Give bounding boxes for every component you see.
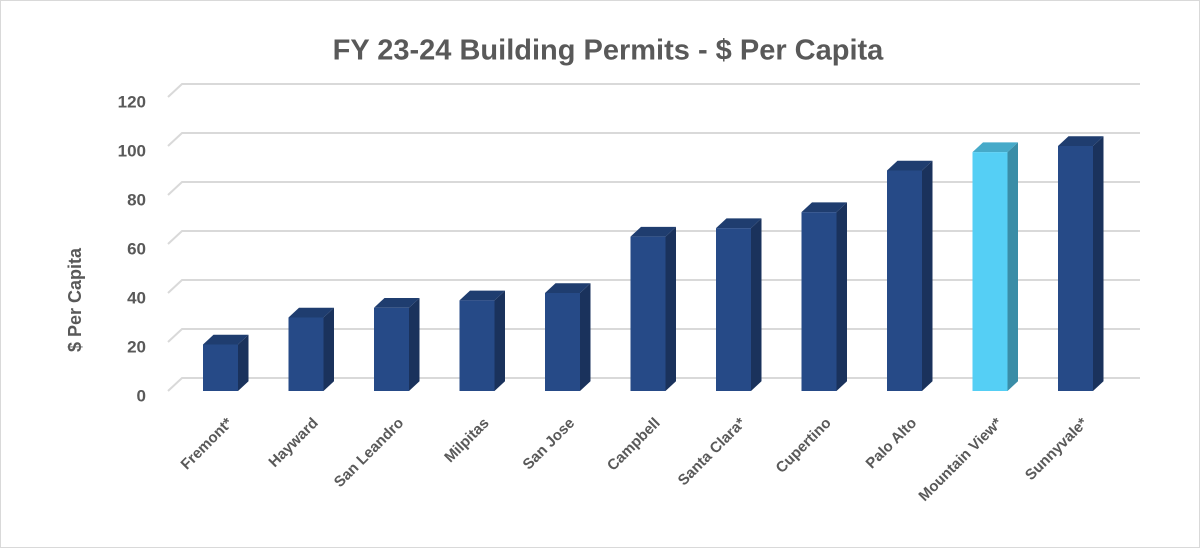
bar-front [374, 307, 409, 391]
bar-front [630, 236, 666, 391]
bar-top [972, 142, 1018, 153]
y-tick-label: 100 [118, 141, 146, 160]
y-tick-label: 0 [137, 386, 146, 405]
bar [801, 202, 847, 391]
bar [716, 218, 762, 391]
grid-line [167, 181, 1140, 196]
y-tick-label: 20 [127, 337, 146, 356]
bar-side [751, 218, 762, 391]
grid-line [167, 132, 1140, 147]
bar-side [323, 307, 334, 391]
bar [1058, 136, 1104, 391]
bar-top [801, 202, 847, 213]
y-tick-label: 40 [127, 288, 146, 307]
bar-front [545, 293, 580, 391]
bar-side [494, 290, 505, 391]
bar [887, 160, 933, 391]
bar-top [1058, 136, 1104, 146]
y-tick-label: 80 [127, 190, 146, 209]
bar-top [630, 226, 676, 237]
bar [203, 334, 249, 391]
grid-line [167, 83, 1140, 98]
bar [630, 226, 676, 391]
bar-front [887, 170, 922, 391]
bar [288, 307, 334, 391]
bar-front [972, 152, 1008, 391]
bar-side [580, 283, 591, 391]
bar-top [459, 290, 505, 301]
bar-front [801, 212, 837, 391]
bar-top [887, 160, 933, 171]
bar-top [545, 283, 591, 293]
y-tick-label: 60 [127, 239, 146, 258]
y-axis-label: $ Per Capita [65, 247, 85, 352]
bar-side [665, 226, 676, 391]
bar [459, 290, 505, 391]
bar-side [409, 297, 420, 391]
bar-side [1007, 142, 1018, 391]
chart-title: FY 23-24 Building Permits - $ Per Capita [333, 35, 885, 67]
bar [374, 297, 420, 391]
bar-top [716, 218, 762, 229]
bar-front [1058, 146, 1093, 391]
bar-front [716, 228, 751, 391]
bar-front [288, 317, 324, 391]
bar-front [459, 300, 495, 391]
bar-side [922, 160, 933, 391]
bar-side [836, 202, 847, 391]
bar-top [374, 297, 420, 308]
bar-top [288, 307, 334, 318]
bar [972, 142, 1018, 391]
bar-side [1093, 136, 1104, 391]
bar [545, 283, 591, 391]
bar-top [203, 334, 249, 345]
bar-front [203, 344, 238, 391]
y-tick-label: 120 [118, 92, 146, 111]
bar-side [238, 334, 249, 391]
